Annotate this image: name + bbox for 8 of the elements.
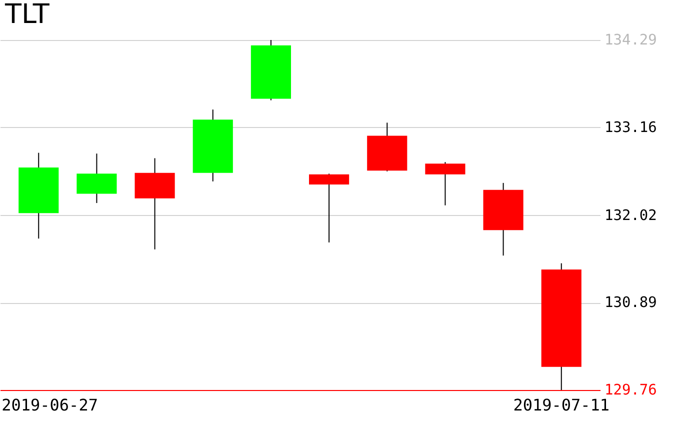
y-tick-label: 129.76: [604, 382, 657, 398]
x-tick-label: 2019-07-11: [513, 396, 610, 414]
x-tick-label: 2019-06-27: [2, 396, 98, 414]
y-tick-label: 134.29: [604, 32, 657, 48]
y-tick-label: 133.16: [604, 120, 657, 136]
y-tick-label: 132.02: [604, 208, 657, 224]
y-tick-label: 130.89: [604, 295, 657, 312]
chart-title: TLT: [4, 0, 50, 30]
